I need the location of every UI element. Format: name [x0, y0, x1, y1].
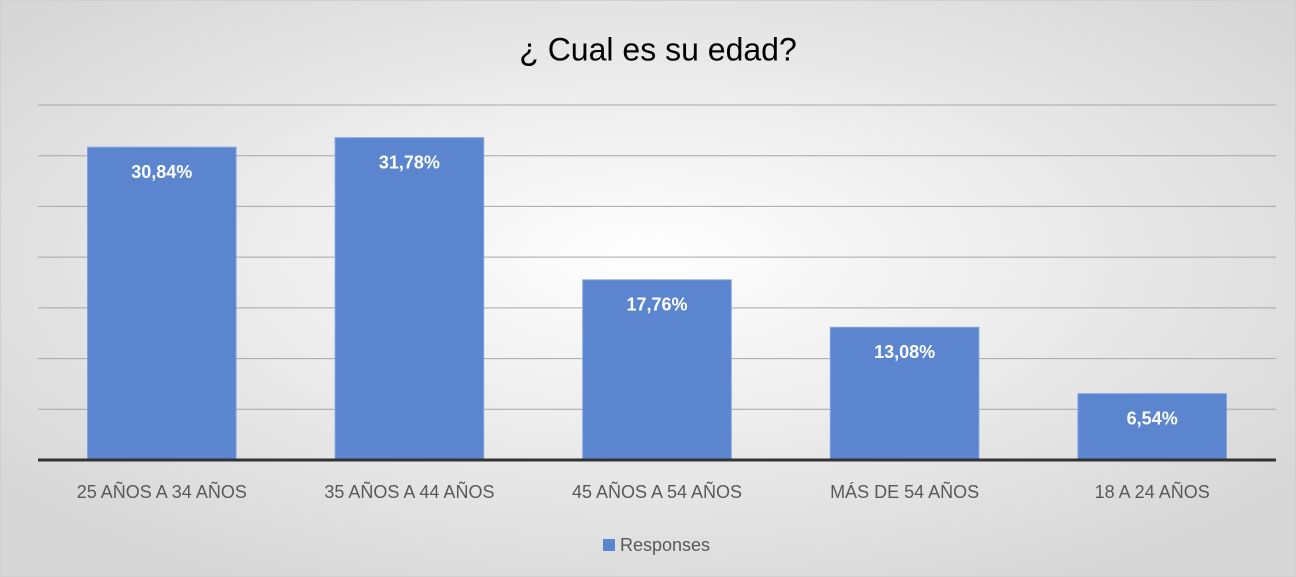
chart-title: ¿ Cual es su edad?: [519, 31, 797, 67]
data-label: 30,84%: [131, 162, 192, 182]
data-label: 17,76%: [626, 295, 687, 315]
x-tick-label: 18 A 24 AÑOS: [1095, 481, 1210, 502]
data-label: 6,54%: [1127, 408, 1178, 428]
bar: [829, 326, 980, 461]
x-tick-label: MÁS DE 54 AÑOS: [830, 481, 979, 502]
data-label: 13,08%: [874, 342, 935, 362]
x-tick-label: 25 AÑOS A 34 AÑOS: [77, 481, 247, 502]
bar: [582, 279, 732, 461]
bar: [334, 137, 485, 461]
bar: [1077, 393, 1227, 461]
legend-swatch: [603, 539, 615, 551]
x-tick-label: 35 AÑOS A 44 AÑOS: [324, 481, 494, 502]
x-tick-label: 45 AÑOS A 54 AÑOS: [572, 481, 742, 502]
bar: [87, 146, 237, 461]
data-label: 31,78%: [379, 152, 440, 172]
legend-label: Responses: [620, 535, 710, 555]
